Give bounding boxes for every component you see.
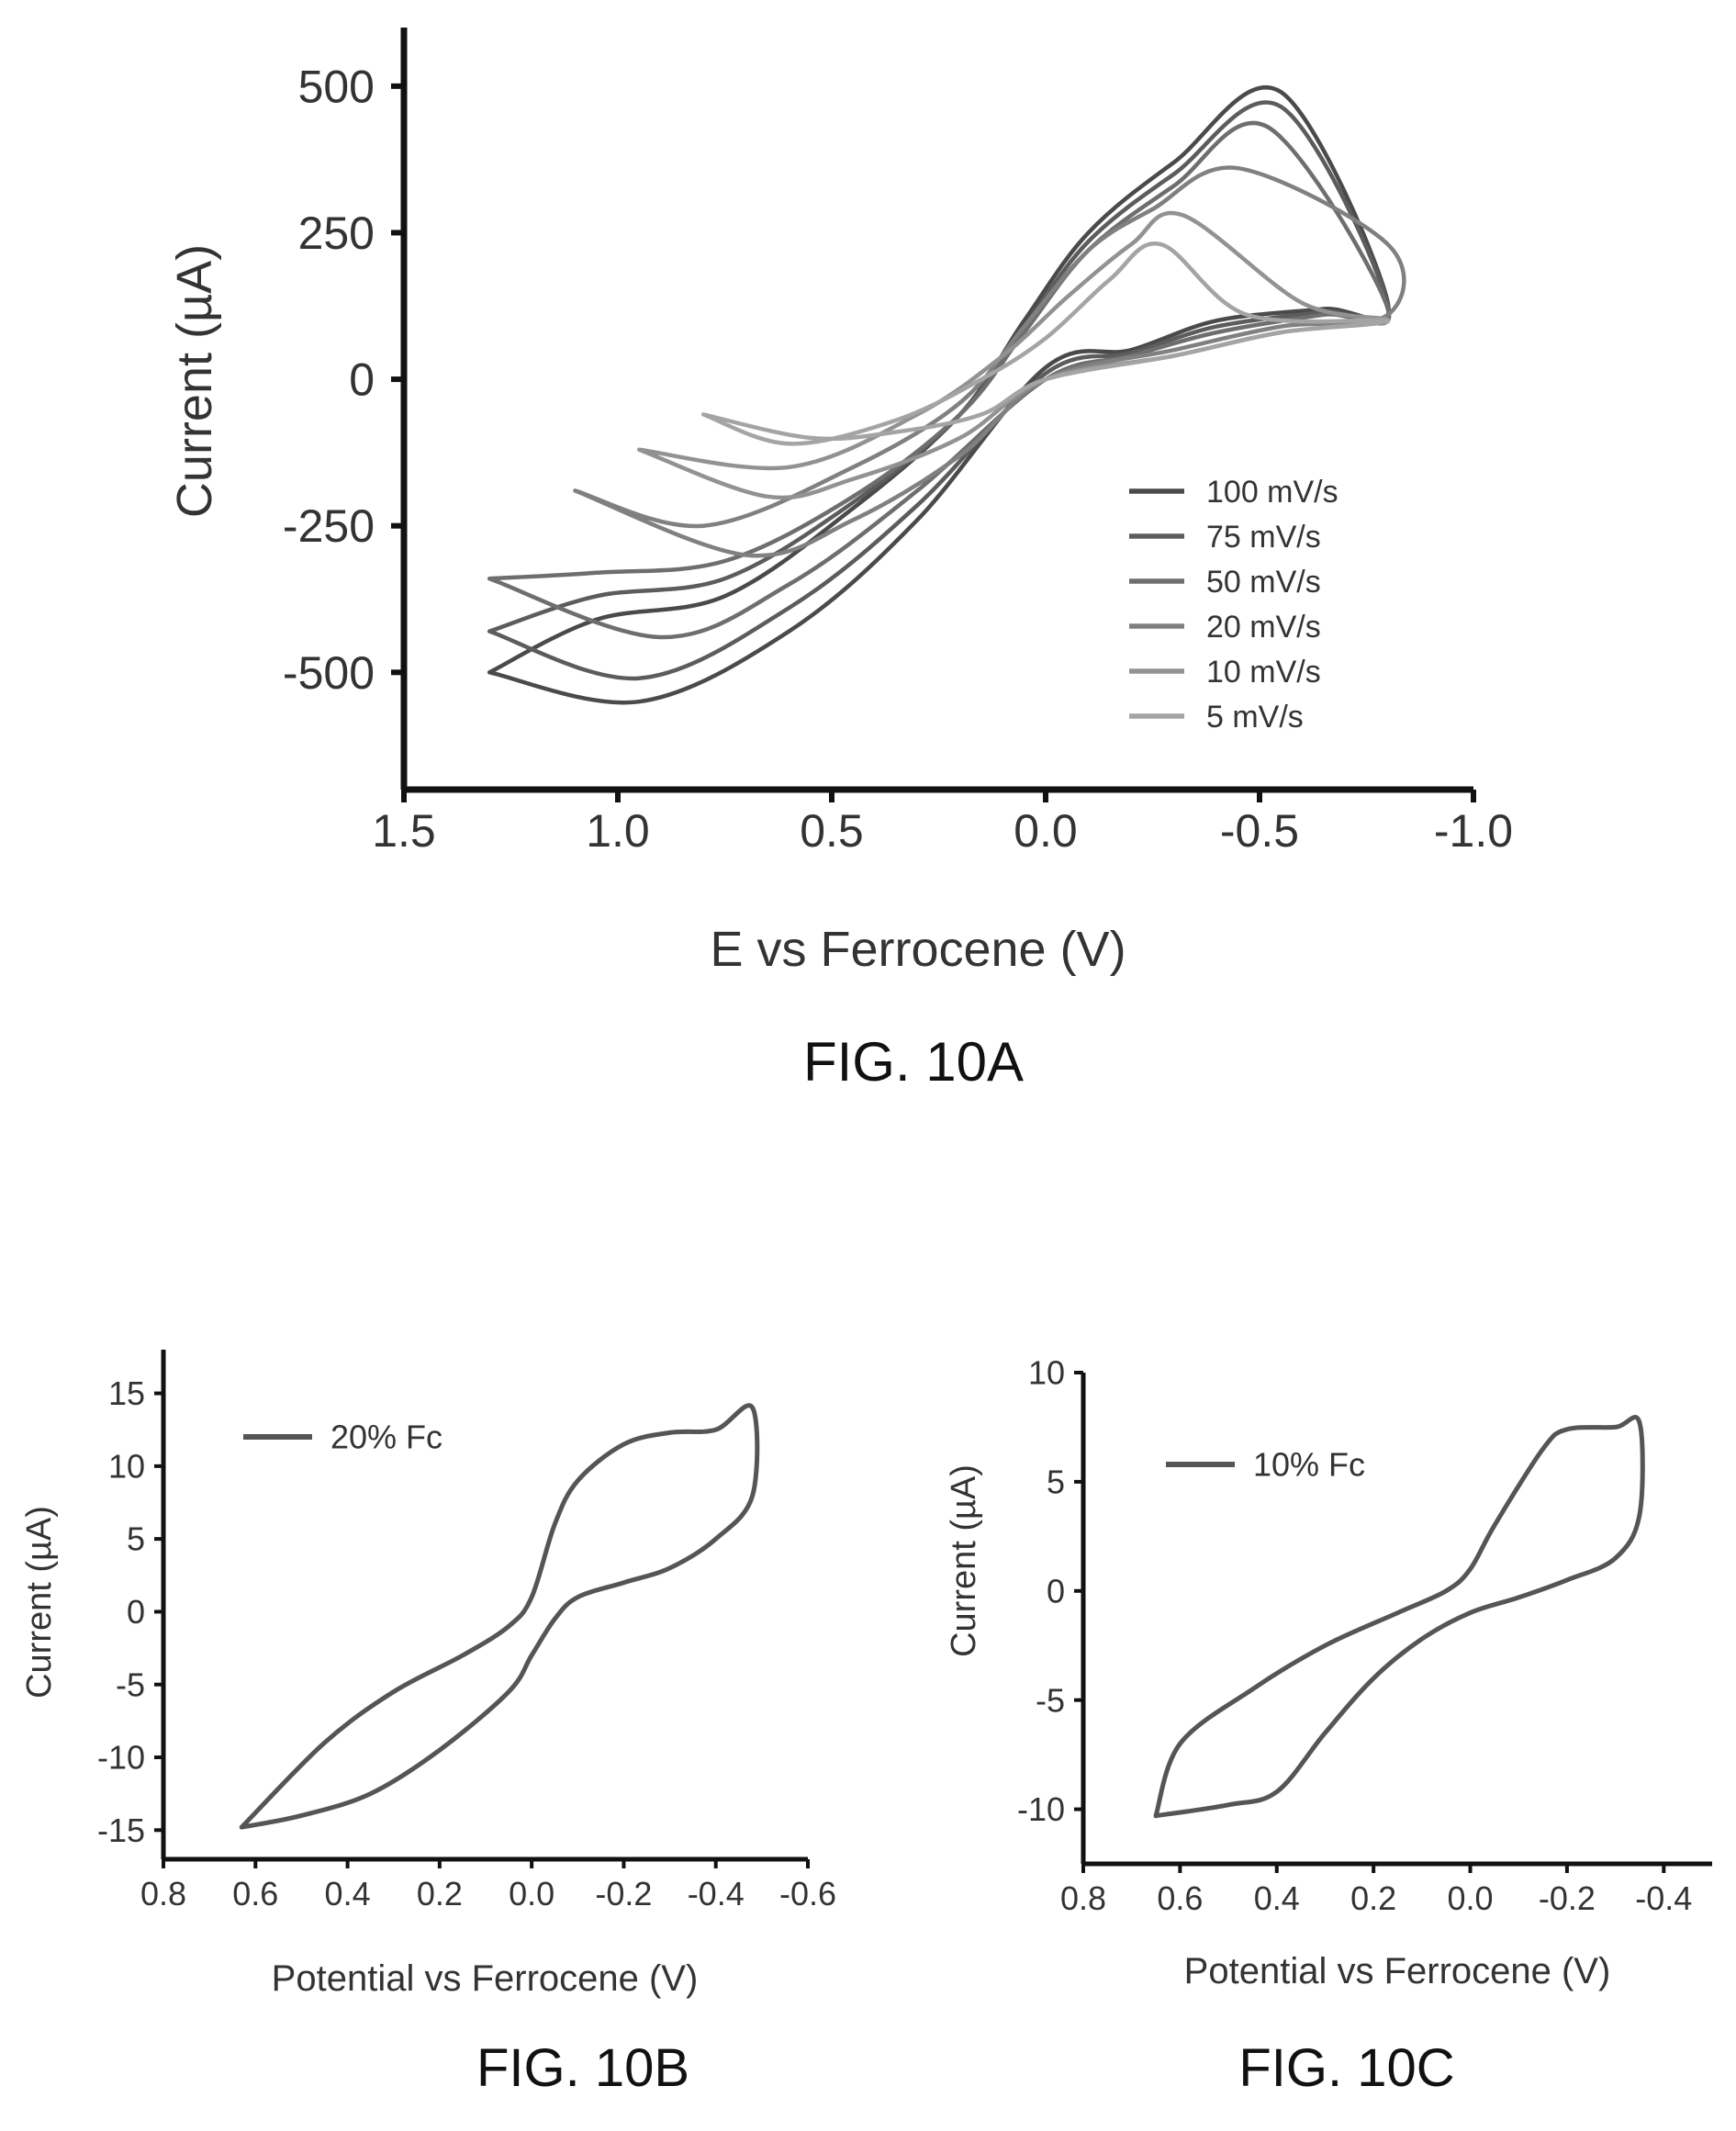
chart-a-series-50-mv-s	[487, 120, 1392, 640]
chart-a-series-5-mv-s	[700, 241, 1391, 446]
chart-c-legend: 10% Fc	[1166, 1446, 1365, 1484]
chart-a-y-tick-label: 0	[349, 354, 375, 406]
chart-c-legend-label: 10% Fc	[1253, 1446, 1365, 1484]
chart-a-series-20-mv-s	[573, 165, 1406, 558]
chart-c-y-tick-label: -5	[1036, 1681, 1065, 1719]
chart-b-x-tick-label: -0.4	[688, 1875, 745, 1912]
chart-a-y-tick-label: 250	[298, 207, 375, 259]
chart-a-series-10-mv-s	[637, 210, 1391, 500]
chart-c-y-tick-label: 0	[1047, 1572, 1065, 1609]
chart-b-legend: 20% Fc	[243, 1419, 442, 1456]
chart-a-xlabel: E vs Ferrocene (V)	[710, 922, 1126, 977]
chart-c-caption: FIG. 10C	[1238, 2038, 1454, 2098]
chart-a-series-lines	[487, 84, 1406, 705]
chart-fig-10a: 1.5 1.0 0.5 0.0 -0.5 -1.0 500 250 0 -250 -500 100 …	[167, 28, 1513, 1093]
chart-c-x-tick-label: 0.2	[1350, 1879, 1396, 1917]
chart-b-series-20-fc	[239, 1403, 760, 1830]
chart-b-axes: 0.8 0.6 0.4 0.2 0.0 -0.2 -0.4 -0.6 15 10 5 0 -5 -10 -1…	[97, 1350, 836, 1912]
chart-b-x-tick-label: 0.6	[232, 1875, 278, 1912]
chart-a-ylabel: Current (µA)	[167, 244, 222, 518]
chart-b-y-tick-label: -15	[97, 1811, 145, 1849]
chart-c-x-tick-label: -0.2	[1539, 1879, 1596, 1917]
chart-a-x-tick-label: -1.0	[1434, 805, 1513, 857]
chart-a-series-75-mv-s	[487, 100, 1391, 681]
chart-c-axes: 0.8 0.6 0.4 0.2 0.0 -0.2 -0.4 10 5 0 -5 -10	[1017, 1354, 1712, 1917]
chart-b-series-lines	[239, 1403, 760, 1830]
chart-c-ylabel: Current (µA)	[945, 1464, 983, 1657]
chart-a-x-tick-label: 1.5	[372, 805, 436, 857]
chart-b-y-tick-label: 10	[108, 1447, 145, 1485]
chart-a-caption: FIG. 10A	[803, 1031, 1024, 1093]
chart-b-x-tick-label: 0.4	[325, 1875, 371, 1912]
chart-b-x-tick-label: 0.8	[140, 1875, 186, 1912]
chart-a-x-tick-label: 0.5	[800, 805, 864, 857]
chart-a-y-tick-label: 500	[298, 61, 375, 112]
chart-a-x-tick-label: -0.5	[1220, 805, 1299, 857]
chart-a-legend-label: 75 mV/s	[1206, 520, 1321, 555]
chart-a-x-tick-label: 1.0	[586, 805, 650, 857]
chart-b-ylabel: Current (µA)	[20, 1506, 59, 1699]
chart-c-series-lines	[1153, 1415, 1645, 1819]
chart-b-x-tick-label: 0.2	[417, 1875, 463, 1912]
chart-a-legend-label: 50 mV/s	[1206, 565, 1321, 600]
chart-c-series-10-fc	[1153, 1415, 1645, 1819]
chart-b-y-tick-label: 5	[127, 1520, 145, 1558]
chart-b-x-tick-label: -0.6	[779, 1875, 836, 1912]
chart-c-x-tick-label: 0.8	[1060, 1879, 1106, 1917]
chart-c-x-tick-label: 0.4	[1254, 1879, 1300, 1917]
chart-c-xlabel: Potential vs Ferrocene (V)	[1184, 1951, 1611, 1991]
chart-a-legend-label: 5 mV/s	[1206, 700, 1304, 735]
chart-c-x-tick-label: -0.4	[1635, 1879, 1692, 1917]
chart-b-x-tick-label: 0.0	[509, 1875, 554, 1912]
chart-a-y-tick-label: -500	[283, 647, 375, 699]
chart-b-y-tick-label: -10	[97, 1739, 145, 1777]
chart-c-y-tick-label: 5	[1047, 1463, 1065, 1500]
chart-a-axes: 1.5 1.0 0.5 0.0 -0.5 -1.0 500 250 0 -250 -500	[283, 28, 1513, 857]
chart-b-y-tick-label: -5	[116, 1666, 145, 1703]
chart-a-legend-label: 10 mV/s	[1206, 655, 1321, 690]
chart-b-y-tick-label: 15	[108, 1374, 145, 1412]
chart-b-xlabel: Potential vs Ferrocene (V)	[272, 1958, 699, 1999]
chart-a-legend-label: 100 mV/s	[1206, 475, 1338, 510]
chart-b-caption: FIG. 10B	[476, 2038, 689, 2098]
chart-a-legend: 100 mV/s 75 mV/s 50 mV/s 20 mV/s 10 mV/s 5 mV…	[1129, 475, 1338, 735]
chart-b-legend-label: 20% Fc	[330, 1419, 442, 1456]
chart-a-y-tick-label: -250	[283, 500, 375, 552]
chart-fig-10b: 0.8 0.6 0.4 0.2 0.0 -0.2 -0.4 -0.6 15 10 5 0 -5 -10 -1…	[20, 1350, 836, 2098]
chart-b-y-tick-label: 0	[127, 1593, 145, 1631]
chart-a-series-100-mv-s	[487, 84, 1391, 705]
chart-c-y-tick-label: 10	[1028, 1354, 1065, 1392]
chart-b-x-tick-label: -0.2	[595, 1875, 652, 1912]
chart-a-x-tick-label: 0.0	[1014, 805, 1078, 857]
chart-c-x-tick-label: 0.6	[1157, 1879, 1203, 1917]
chart-c-x-tick-label: 0.0	[1448, 1879, 1494, 1917]
chart-a-legend-label: 20 mV/s	[1206, 610, 1321, 645]
chart-c-y-tick-label: -10	[1017, 1790, 1065, 1828]
